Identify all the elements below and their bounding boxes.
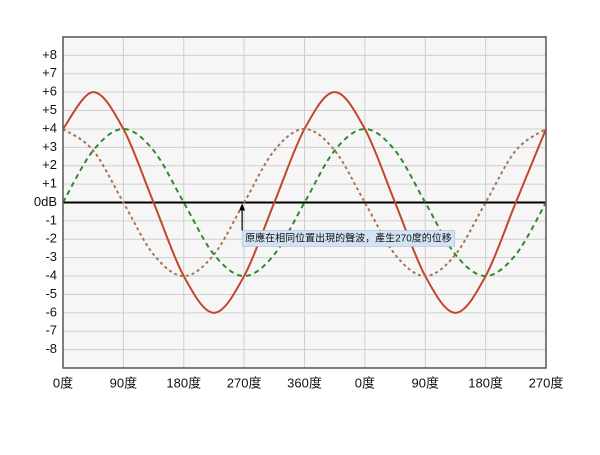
x-tick-label: 270度 [529,375,564,390]
plot-border [62,36,547,369]
x-tick-label: 90度 [412,375,439,390]
x-tick-label: 0度 [53,375,73,390]
y-tick-label: -7 [45,323,57,338]
y-tick-label: -4 [45,267,57,282]
y-tick-label: +5 [42,102,57,117]
annotation-arrowhead [239,203,246,211]
y-tick-label: 0dB [34,194,57,209]
y-tick-label: -1 [45,212,57,227]
y-tick-label: -3 [45,249,57,264]
y-tick-label: -5 [45,286,57,301]
y-tick-label: -8 [45,341,57,356]
x-tick-label: 270度 [227,375,262,390]
x-tick-label: 0度 [355,375,375,390]
y-tick-label: +7 [42,65,57,80]
series-line [62,127,547,278]
y-tick-label: +8 [42,47,57,62]
y-tick-label: -6 [45,304,57,319]
y-tick-label: -2 [45,231,57,246]
x-tick-label: 180度 [468,375,503,390]
annotation: 原應在相同位置出現的聲波，產生270度的位移 [245,232,452,245]
y-tick-label: +1 [42,176,57,191]
x-tick-label: 90度 [110,375,137,390]
x-tick-label: 180度 [166,375,201,390]
x-tick-label: 360度 [287,375,322,390]
annotation-box [241,230,456,247]
y-tick-label: +3 [42,139,57,154]
y-tick-label: +6 [42,84,57,99]
y-tick-label: +2 [42,157,57,172]
y-tick-label: +4 [42,120,57,135]
